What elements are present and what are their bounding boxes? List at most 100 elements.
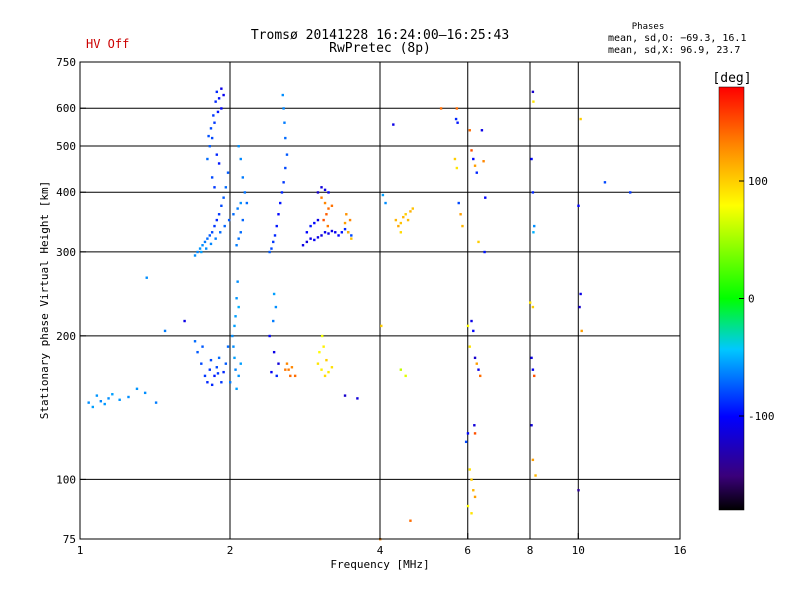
- echo-point: [394, 218, 398, 222]
- echo-point: [224, 186, 228, 189]
- echo-point: [239, 157, 242, 161]
- echo-point: [305, 240, 309, 244]
- echo-point: [270, 247, 273, 250]
- echo-point: [321, 334, 324, 338]
- x-axis-label: Frequency [MHz]: [330, 558, 429, 571]
- echo-point: [215, 366, 219, 369]
- colorbar-ticks: 100 0 -100: [739, 175, 775, 423]
- echo-point: [213, 121, 216, 124]
- echo-point: [217, 213, 221, 216]
- echo-point: [204, 247, 208, 250]
- echo-point: [135, 387, 139, 391]
- echo-point: [323, 374, 327, 378]
- echo-point: [208, 144, 211, 148]
- echo-point: [320, 196, 323, 199]
- echo-point: [316, 362, 320, 365]
- echo-point: [87, 401, 90, 404]
- echo-point: [464, 440, 468, 444]
- echo-point: [531, 90, 535, 94]
- echo-point: [477, 240, 480, 244]
- echo-point: [313, 238, 316, 242]
- echo-point: [239, 201, 242, 205]
- echo-point: [479, 374, 482, 378]
- echo-point: [284, 368, 287, 371]
- y-tick-label: 75: [63, 533, 76, 546]
- echo-point: [402, 215, 405, 219]
- echo-point: [316, 218, 320, 222]
- phases-title-text: Phases: [631, 22, 665, 32]
- echo-point: [234, 368, 237, 371]
- echo-point: [275, 374, 278, 378]
- echo-point: [470, 149, 473, 152]
- echo-point: [330, 204, 334, 207]
- echo-point: [215, 218, 219, 222]
- echo-point: [404, 374, 407, 378]
- echo-point: [533, 374, 536, 378]
- echo-point: [233, 356, 236, 360]
- echo-point: [577, 204, 580, 207]
- echo-point: [320, 186, 323, 189]
- echo-point: [272, 292, 276, 296]
- echo-point: [234, 315, 237, 318]
- echo-point: [470, 478, 473, 481]
- echo-point: [343, 221, 347, 225]
- echo-point: [468, 345, 471, 348]
- echo-point: [340, 231, 344, 234]
- echo-point: [207, 134, 210, 138]
- colorbar-tick-label: -100: [748, 410, 775, 423]
- echo-point: [111, 393, 114, 396]
- echo-point: [280, 191, 284, 194]
- x-tick-label: 2: [227, 544, 234, 557]
- echo-point: [268, 334, 271, 338]
- echo-point: [223, 224, 226, 228]
- echo-point: [282, 181, 285, 184]
- echo-point: [274, 305, 278, 309]
- echo-point: [107, 397, 110, 400]
- echo-point: [454, 117, 458, 121]
- echo-point: [473, 356, 477, 360]
- echo-point: [323, 231, 327, 234]
- echo-point: [206, 157, 209, 161]
- echo-point: [196, 250, 199, 254]
- echo-point: [237, 144, 240, 148]
- echo-point: [399, 231, 403, 234]
- echo-point: [330, 229, 334, 233]
- echo-point: [237, 237, 240, 240]
- echo-point: [293, 374, 297, 378]
- echo-point: [213, 224, 216, 228]
- echo-point: [472, 329, 475, 333]
- echo-point: [404, 213, 407, 216]
- echo-point: [531, 368, 535, 371]
- echo-point: [210, 136, 214, 140]
- echo-point: [313, 221, 316, 225]
- echo-point: [305, 231, 309, 234]
- echo-point: [461, 224, 464, 228]
- echo-point: [290, 366, 294, 369]
- echo-point: [210, 176, 214, 179]
- echo-point: [531, 191, 535, 194]
- echo-point: [327, 370, 330, 374]
- echo-point: [397, 224, 400, 228]
- echo-point: [455, 166, 459, 170]
- echo-point: [399, 221, 403, 225]
- echo-point: [272, 240, 275, 244]
- x-axis-ticks: 1 2 4 6 8 10 16: [77, 533, 687, 557]
- echo-point: [217, 356, 221, 360]
- colorbar-tick-label: 100: [748, 175, 768, 188]
- echo-point: [210, 383, 214, 387]
- colorbar-tick-label: 0: [748, 293, 755, 306]
- echo-point: [272, 350, 276, 354]
- echo-point: [348, 218, 352, 222]
- echo-point: [409, 519, 412, 522]
- echo-point: [289, 374, 292, 378]
- echo-point: [411, 207, 414, 210]
- echo-point: [475, 171, 478, 174]
- echo-point: [272, 319, 275, 323]
- echo-point: [208, 234, 211, 237]
- echo-point: [629, 191, 632, 194]
- echo-point: [277, 362, 280, 365]
- echo-point: [268, 250, 271, 254]
- stats-x-mode: mean, sd,X: 96.9, 23.7: [608, 45, 741, 56]
- echo-point: [457, 201, 460, 205]
- echo-point: [470, 512, 473, 515]
